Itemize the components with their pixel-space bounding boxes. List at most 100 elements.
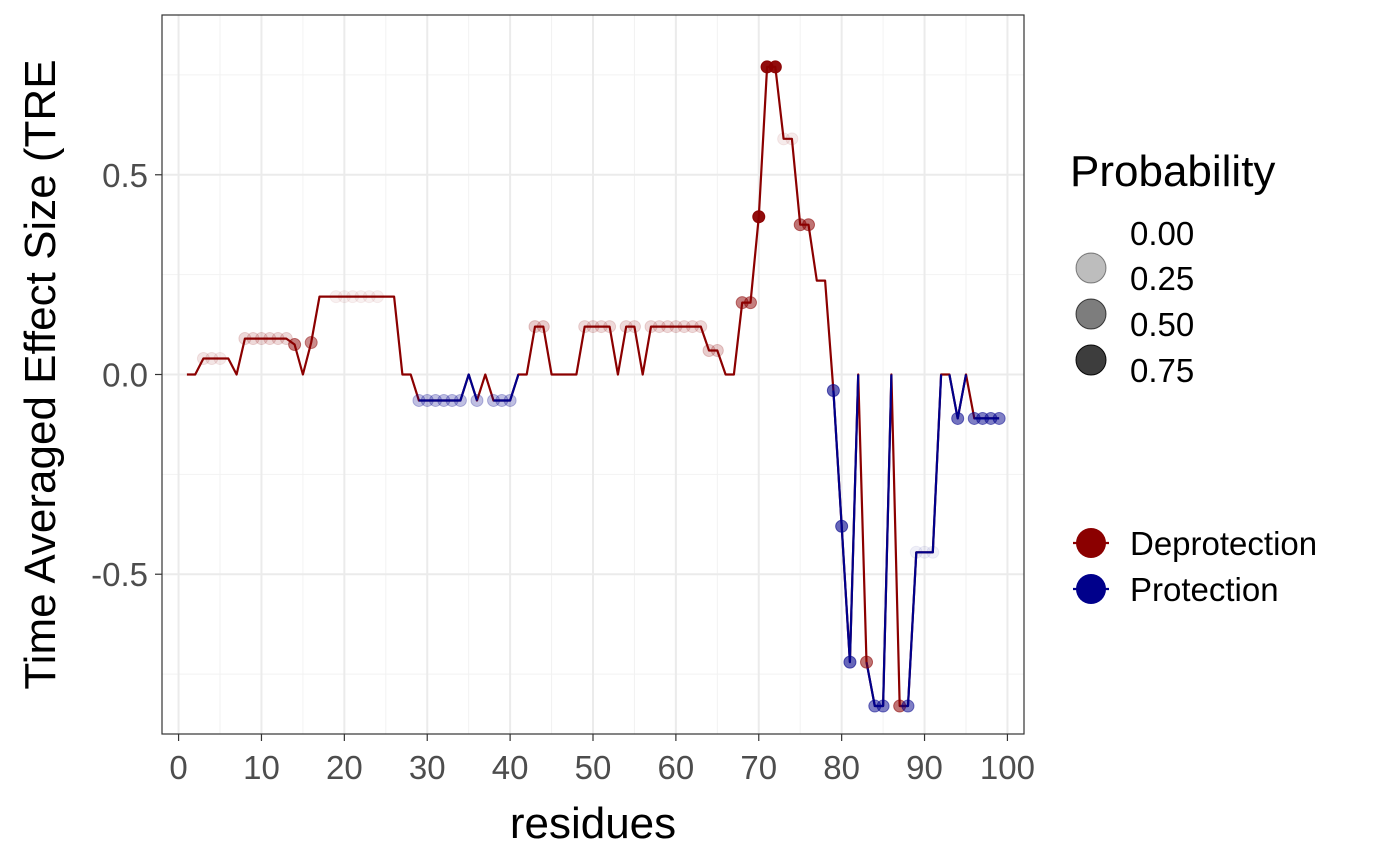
y-tick-label: -0.5: [91, 556, 148, 593]
x-tick-label: 80: [823, 749, 860, 786]
data-point-deprotection: [371, 290, 384, 304]
data-point-deprotection: [578, 320, 592, 334]
data-point-deprotection: [627, 320, 641, 334]
data-point-protection: [826, 383, 840, 397]
x-tick-label: 90: [906, 749, 943, 786]
legend-color-key-point: [1076, 528, 1106, 558]
data-point-protection: [909, 545, 923, 559]
data-point-protection: [429, 393, 443, 407]
y-tick-label: 0.5: [102, 157, 148, 194]
data-point-deprotection: [213, 352, 227, 366]
x-axis-title: residues: [510, 799, 676, 848]
data-point-deprotection: [768, 60, 782, 74]
data-point-deprotection: [536, 320, 550, 334]
data-point-protection: [487, 393, 501, 407]
data-point-deprotection: [785, 132, 799, 146]
legend-size-label: 0.75: [1130, 352, 1194, 389]
legend-color-key-point: [1076, 574, 1106, 604]
data-point-protection: [412, 393, 426, 407]
series-line-protection: [832, 374, 860, 664]
series-points: [196, 60, 1006, 713]
data-point-deprotection: [685, 320, 699, 334]
data-point-protection: [918, 545, 932, 559]
data-point-protection: [926, 545, 940, 559]
series-line-protection: [418, 373, 479, 402]
data-point-deprotection: [362, 290, 376, 304]
legend-size-key: [1075, 252, 1107, 284]
data-point-deprotection: [254, 332, 268, 346]
data-point-deprotection: [644, 320, 658, 334]
data-point-protection: [453, 393, 467, 407]
data-point-deprotection: [710, 344, 724, 358]
legend-size-key: [1075, 298, 1107, 330]
data-point-deprotection: [603, 320, 617, 334]
x-tick-label: 50: [575, 749, 612, 786]
data-point-protection: [901, 699, 915, 713]
data-point-deprotection: [304, 336, 318, 350]
legend-size-label: 0.50: [1130, 306, 1194, 343]
data-point-protection: [835, 519, 849, 533]
data-point-deprotection: [238, 332, 252, 346]
y-axis-title: Time Averaged Effect Size (TRE: [16, 59, 65, 689]
data-point-deprotection: [594, 320, 608, 334]
data-point-deprotection: [702, 344, 716, 358]
legend-color-label: Deprotection: [1130, 525, 1317, 562]
y-axis: -0.5 0.0 0.5: [91, 157, 162, 593]
x-tick-label: 70: [740, 749, 777, 786]
data-point-deprotection: [694, 320, 708, 334]
data-point-protection: [495, 393, 509, 407]
data-point-protection: [437, 393, 451, 407]
data-point-deprotection: [205, 352, 219, 366]
data-point-deprotection: [346, 290, 360, 304]
data-point-protection: [876, 699, 890, 713]
data-point-deprotection: [196, 352, 210, 366]
data-point-deprotection: [743, 296, 757, 310]
x-axis: 0 10 20 30 40 50 60 70 80 90 100: [169, 734, 1035, 786]
data-point-deprotection: [329, 290, 343, 304]
data-point-deprotection: [246, 332, 260, 346]
data-point-deprotection: [802, 218, 815, 232]
x-tick-label: 10: [243, 749, 280, 786]
x-tick-label: 20: [326, 749, 363, 786]
series-line-protection: [865, 374, 893, 708]
series-line-protection: [493, 374, 520, 402]
x-tick-label: 100: [980, 749, 1035, 786]
series-line-protection: [948, 374, 968, 420]
data-point-deprotection: [752, 210, 766, 224]
x-tick-label: 60: [658, 749, 695, 786]
legend-size-label: 0.00: [1130, 215, 1194, 252]
series-line-deprotection: [186, 65, 1000, 708]
data-point-deprotection: [652, 320, 666, 334]
data-point-deprotection: [586, 320, 600, 334]
data-point-protection: [843, 655, 857, 669]
y-tick-label: 0.0: [102, 357, 148, 394]
x-tick-label: 40: [492, 749, 529, 786]
data-point-deprotection: [337, 290, 351, 304]
legend-color-label: Protection: [1130, 571, 1279, 608]
grid: [162, 15, 1024, 734]
data-point-protection: [503, 393, 517, 407]
data-point-protection: [951, 411, 965, 425]
data-point-deprotection: [528, 320, 542, 334]
data-point-deprotection: [777, 132, 791, 146]
legend-size-key: [1075, 344, 1107, 376]
data-point-deprotection: [661, 320, 675, 334]
legend-size-label: 0.25: [1130, 260, 1194, 297]
data-point-deprotection: [263, 332, 277, 346]
data-point-protection: [445, 393, 459, 407]
data-point-deprotection: [860, 655, 874, 669]
data-point-deprotection: [271, 332, 285, 346]
series-line-protection: [899, 374, 943, 708]
data-point-protection: [420, 393, 434, 407]
data-point-deprotection: [619, 320, 633, 334]
data-point-deprotection: [669, 320, 683, 334]
data-point-deprotection: [288, 338, 302, 352]
x-tick-label: 30: [409, 749, 446, 786]
data-point-protection: [470, 393, 484, 407]
legend-title: Probability: [1070, 147, 1275, 196]
x-tick-label: 0: [169, 749, 187, 786]
data-point-deprotection: [677, 320, 691, 334]
legend: Probability 0.00 0.25 0.50 0.75 Deprotection…: [1070, 147, 1317, 608]
data-point-deprotection: [354, 290, 368, 304]
